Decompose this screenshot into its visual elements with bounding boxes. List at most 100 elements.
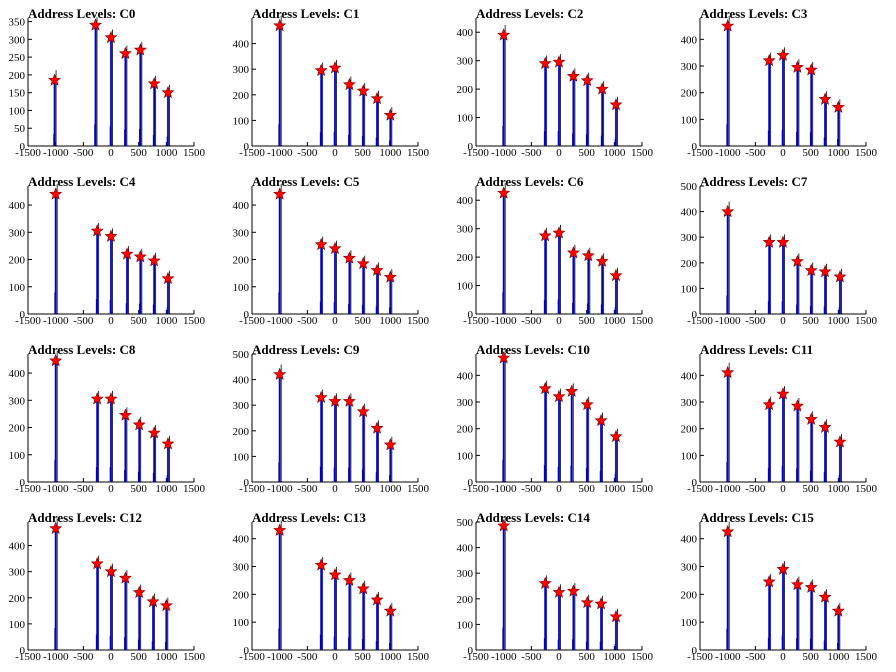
y-tick-label: 100 [681,450,698,462]
peak-marker [609,97,623,111]
peak-marker [356,404,370,418]
peak-marker [383,270,397,283]
y-tick-label: 100 [9,619,26,631]
peak-marker [273,187,287,200]
peak-marker [146,594,160,608]
peak-marker [833,435,847,448]
peak-marker [383,604,397,617]
y-tick-label: 300 [457,224,474,236]
peak-marker [804,63,818,76]
x-tick-label: 0 [780,651,786,663]
peak-marker [120,247,134,260]
y-tick-label: 0 [468,141,474,153]
x-tick-label: 1500 [855,147,878,159]
peak-marker [609,609,623,623]
x-tick-label: 1000 [603,315,626,327]
peak-marker [273,18,287,32]
y-tick-label: 400 [457,370,474,382]
peak-marker [804,263,818,276]
chart-panel: Address Levels: C10 -1500 -1000 -500 0 500 100… [448,336,672,504]
x-tick-label: -1000 [715,147,741,159]
x-tick-label: 500 [130,483,147,495]
x-tick-label: -1500 [239,315,265,327]
peak-marker [273,367,287,380]
x-tick-label: -500 [521,483,542,495]
peak-marker [49,521,63,535]
y-tick-label: 100 [457,619,474,631]
x-tick-label: -500 [73,315,94,327]
chart-title: Address Levels: C8 [28,342,136,357]
peak-marker [762,53,776,67]
peak-marker [497,186,511,199]
x-tick-label: 1000 [379,315,402,327]
chart-panel: Address Levels: C1 -1500 -1000 -500 0 500 1000… [224,0,448,168]
peak-marker [147,254,161,267]
peak-marker [790,399,804,412]
peak-marker [49,353,63,367]
chart-plot: -1500 -1000 -500 0 500 1000 1500 0 100 200 300 400 [457,183,654,327]
x-tick-label: 1500 [183,147,206,159]
chart-panel: Address Levels: C4 -1500 -1000 -500 0 500 1000… [0,168,224,336]
y-tick-label: 200 [9,70,26,82]
chart-panel: Address Levels: C0 -1500 -1000 -500 0 500 1000… [0,0,224,168]
x-tick-label: 1000 [155,315,178,327]
y-tick-label: 200 [9,593,26,605]
y-tick-label: 400 [233,39,250,51]
x-tick-label: -500 [521,315,542,327]
x-tick-label: -1500 [239,483,265,495]
peak-marker [580,595,594,609]
x-tick-label: -500 [297,315,318,327]
x-tick-label: -1000 [491,651,517,663]
chart-title: Address Levels: C3 [700,6,808,21]
y-tick-label: 400 [681,34,698,46]
x-tick-label: 1000 [379,651,402,663]
x-tick-label: 500 [354,147,371,159]
peak-marker [818,264,832,278]
chart-panel: Address Levels: C11 -1500 -1000 -500 0 500 100… [672,336,896,504]
y-tick-label: 0 [20,141,26,153]
y-tick-label: 200 [233,426,250,438]
x-tick-label: -1500 [15,651,41,663]
peak-marker [721,524,735,538]
y-tick-label: 400 [681,534,698,546]
x-tick-label: -1000 [491,483,517,495]
peak-marker [328,61,342,74]
y-tick-label: 150 [9,88,26,100]
x-tick-label: -1000 [267,315,293,327]
x-tick-label: 1500 [631,147,654,159]
y-tick-label: 0 [244,645,250,657]
y-tick-label: 0 [692,141,698,153]
peak-marker [118,408,132,421]
chart-title: Address Levels: C15 [700,510,814,525]
peak-marker [594,597,608,610]
peak-marker [776,235,790,248]
peak-marker [328,241,342,255]
x-tick-label: 0 [332,315,338,327]
x-tick-label: -500 [745,483,766,495]
y-tick-label: 300 [681,397,698,409]
peak-marker [497,519,511,532]
peak-marker [104,564,118,578]
x-tick-label: -1500 [239,651,265,663]
y-tick-label: 400 [233,200,250,212]
peak-marker [538,228,552,242]
peak-marker [581,248,595,262]
x-tick-label: 500 [802,315,819,327]
x-tick-label: -1000 [715,483,741,495]
peak-marker [161,271,175,285]
y-tick-label: 200 [9,255,26,267]
x-tick-label: 0 [108,651,114,663]
chart-panel: Address Levels: C6 -1500 -1000 -500 0 500 1000… [448,168,672,336]
peak-marker [342,573,356,586]
x-tick-label: 1500 [407,483,430,495]
x-tick-label: 1000 [379,483,402,495]
chart-plot: -1500 -1000 -500 0 500 1000 1500 0 100 200 300 400 5… [457,515,654,663]
chart-panel: Address Levels: C14 -1500 -1000 -500 0 500 100… [448,504,672,672]
x-tick-label: 500 [578,147,595,159]
peak-marker [538,381,552,395]
y-tick-label: 400 [457,543,474,555]
y-tick-label: 200 [457,84,474,96]
y-tick-label: 400 [233,375,250,387]
peak-marker [595,254,609,267]
peak-marker [552,389,566,403]
